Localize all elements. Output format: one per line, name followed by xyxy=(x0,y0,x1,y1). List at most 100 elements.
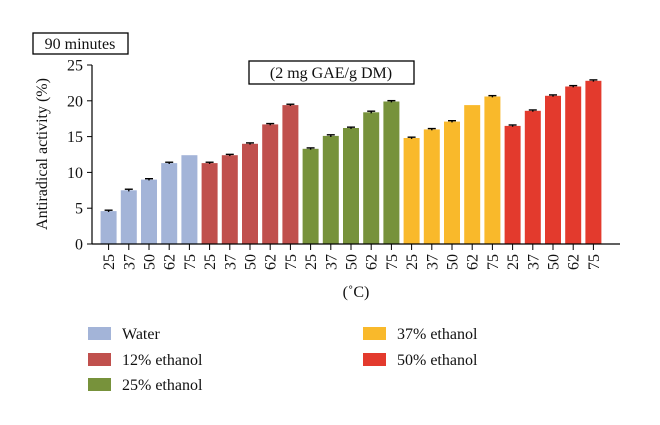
error-bar-3-37 xyxy=(326,134,335,137)
x-tick-label: 37 xyxy=(323,254,340,270)
x-tick-label: 50 xyxy=(142,254,159,270)
legend-label: Water xyxy=(122,326,160,343)
error-bar-1-62 xyxy=(165,161,174,164)
error-bar-3-25 xyxy=(306,147,315,150)
legend-label: 50% ethanol xyxy=(397,352,478,369)
bar-4-75 xyxy=(484,96,501,244)
bar-2-50 xyxy=(242,143,258,244)
bar-4-62 xyxy=(464,105,481,244)
bar-2-37 xyxy=(221,155,238,244)
error-bar-4-37 xyxy=(427,127,436,131)
error-bar-2-50 xyxy=(246,142,254,145)
x-tick-labels: 25 37 50 62 75 25 37 50 62 75 25 37 50 62 75 25 37 50 62 75… xyxy=(101,254,603,270)
legend-swatch xyxy=(88,353,111,366)
x-tick-label: 25 xyxy=(101,254,118,270)
bar-1-25 xyxy=(100,211,117,244)
error-bar-2-25 xyxy=(205,161,214,164)
x-tick-label: 37 xyxy=(222,254,239,270)
bar-3-50 xyxy=(343,128,359,244)
x-axis-label: (˚C) xyxy=(343,284,370,301)
x-tick-label: 75 xyxy=(384,254,401,270)
legend-swatch xyxy=(88,378,111,391)
bar-2-75 xyxy=(282,105,299,244)
legend-item: Water xyxy=(88,326,160,343)
error-bars-group xyxy=(104,79,598,212)
error-bar-1-37 xyxy=(124,188,133,192)
error-bar-2-37 xyxy=(225,153,234,157)
legend-item: 12% ethanol xyxy=(88,352,203,369)
x-tick-label: 62 xyxy=(465,254,482,270)
legend-swatch xyxy=(363,327,386,340)
error-bar-5-37 xyxy=(528,109,537,112)
bar-1-75 xyxy=(181,155,198,244)
x-tick-label: 75 xyxy=(283,254,300,270)
y-tick-label: 20 xyxy=(67,93,83,110)
bar-2-62 xyxy=(262,124,279,244)
x-tick-label: 50 xyxy=(546,254,563,270)
error-bar-2-75 xyxy=(286,103,295,106)
x-tick-label: 25 xyxy=(202,254,219,270)
legend-swatch xyxy=(363,353,386,366)
legend-label: 12% ethanol xyxy=(122,352,203,369)
x-tick-label: 62 xyxy=(162,254,179,270)
bar-5-37 xyxy=(524,110,541,244)
y-tick-label: 10 xyxy=(67,165,83,182)
x-tick-label: 62 xyxy=(263,254,280,270)
error-bar-5-25 xyxy=(508,124,517,127)
error-bar-3-62 xyxy=(367,110,376,114)
bar-4-37 xyxy=(423,129,440,244)
legend-item: 50% ethanol xyxy=(363,352,478,369)
x-tick-label: 50 xyxy=(445,254,462,270)
error-bar-1-50 xyxy=(145,178,153,181)
y-tick-label: 25 xyxy=(67,58,83,75)
error-bar-2-62 xyxy=(266,122,275,126)
y-axis-label: Antiradical activity (%) xyxy=(34,78,51,230)
error-bar-4-50 xyxy=(448,120,456,123)
error-bar-3-75 xyxy=(387,99,396,103)
x-tick-label: 62 xyxy=(566,254,583,270)
bar-4-25 xyxy=(403,138,420,244)
x-tick-label: 62 xyxy=(364,254,381,270)
legend-label: 25% ethanol xyxy=(122,377,203,394)
x-tick-label: 75 xyxy=(586,254,603,270)
error-bar-1-25 xyxy=(104,209,113,212)
x-tick-label: 25 xyxy=(505,254,522,270)
axes-group xyxy=(87,64,620,250)
x-tick-label: 37 xyxy=(525,254,542,270)
y-tick-label: 5 xyxy=(75,201,83,218)
x-tick-label: 25 xyxy=(404,254,421,270)
legend: Water 12% ethanol 25% ethanol 37% ethanol 50… xyxy=(88,326,478,394)
x-tick-label: 50 xyxy=(344,254,361,270)
x-tick-label: 37 xyxy=(121,254,138,270)
bar-1-37 xyxy=(120,190,137,244)
error-bar-3-50 xyxy=(347,126,355,129)
bar-3-37 xyxy=(322,135,339,244)
x-tick-label: 37 xyxy=(424,254,441,270)
bar-1-50 xyxy=(141,179,157,244)
x-tick-label: 75 xyxy=(485,254,502,270)
corner-label: 90 minutes xyxy=(45,36,116,53)
error-bar-5-75 xyxy=(589,79,598,82)
bar-5-25 xyxy=(504,125,521,244)
bar-3-75 xyxy=(383,101,400,244)
x-tick-label: 75 xyxy=(182,254,199,270)
x-tick-label: 25 xyxy=(303,254,320,270)
legend-item: 25% ethanol xyxy=(88,377,203,394)
bar-3-62 xyxy=(363,112,380,244)
error-bar-4-25 xyxy=(407,136,416,139)
corner-label-box xyxy=(32,32,129,55)
legend-item: 37% ethanol xyxy=(363,326,478,343)
legend-label: 37% ethanol xyxy=(397,326,478,343)
bar-3-25 xyxy=(302,148,319,244)
bar-4-50 xyxy=(444,121,460,244)
bar-1-62 xyxy=(161,163,178,244)
x-tick-label: 50 xyxy=(243,254,260,270)
error-bar-4-75 xyxy=(488,94,497,98)
bar-5-75 xyxy=(585,80,602,244)
bar-5-50 xyxy=(545,95,561,244)
y-tick-label: 0 xyxy=(75,237,83,254)
annotation-box xyxy=(248,60,415,85)
error-bar-5-62 xyxy=(569,84,578,88)
legend-swatch xyxy=(88,327,111,340)
